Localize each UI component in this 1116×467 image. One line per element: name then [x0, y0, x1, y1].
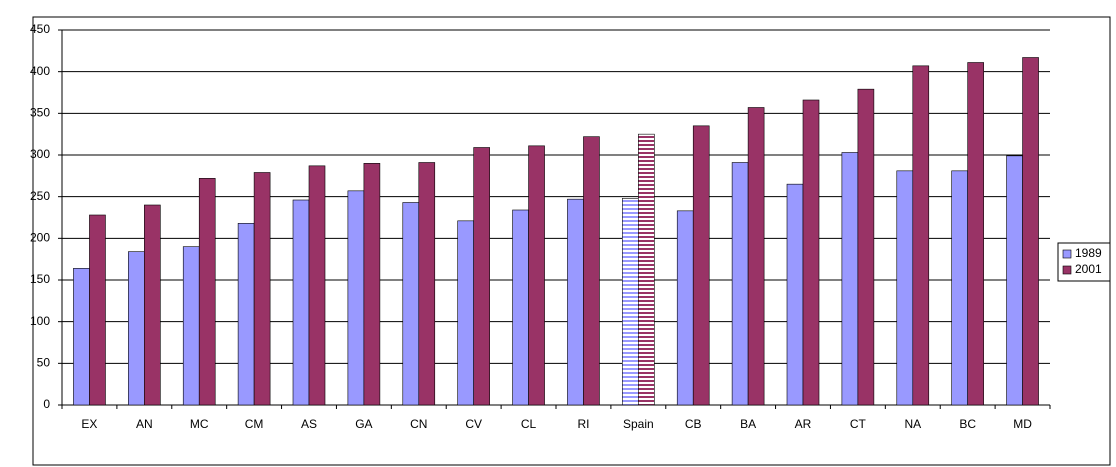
- x-tick-label: BA: [740, 417, 756, 431]
- bar: [802, 99, 820, 406]
- bar: [402, 202, 420, 406]
- bar: [841, 152, 859, 406]
- bar: [457, 220, 474, 406]
- x-tick-label: CM: [245, 417, 264, 431]
- y-tick-label: 350: [30, 106, 50, 120]
- bar: [144, 204, 161, 406]
- bar: [967, 62, 984, 406]
- bar: [128, 251, 145, 406]
- y-tick-label: 400: [30, 64, 50, 78]
- bar: [237, 223, 255, 406]
- bar: [731, 162, 749, 406]
- bar: [676, 210, 694, 406]
- y-tick-label: 0: [43, 397, 50, 411]
- x-tick-label: NA: [904, 417, 921, 431]
- bar: [622, 198, 639, 406]
- bar: [512, 209, 529, 406]
- bar: [182, 246, 200, 406]
- chart-frame: [32, 16, 1111, 466]
- x-tick-label: MD: [1013, 417, 1032, 431]
- y-tick-label: 300: [30, 147, 50, 161]
- bar: [308, 165, 326, 406]
- bar: [638, 133, 655, 406]
- bar: [363, 163, 381, 406]
- x-tick-label: BC: [959, 417, 976, 431]
- bar: [347, 190, 365, 406]
- legend-swatch: [1062, 265, 1072, 275]
- x-tick-label: RI: [577, 417, 589, 431]
- x-tick-label: EX: [81, 417, 97, 431]
- bar: [896, 170, 914, 406]
- bar: [73, 268, 90, 406]
- bar: [198, 178, 216, 406]
- x-tick-label: AN: [136, 417, 153, 431]
- x-tick-label: CL: [521, 417, 537, 431]
- bar: [89, 214, 106, 406]
- y-tick-label: 250: [30, 189, 50, 203]
- bar: [473, 147, 490, 406]
- legend-label: 1989: [1075, 246, 1102, 260]
- x-tick-label: CT: [850, 417, 867, 431]
- x-tick-label: MC: [190, 417, 209, 431]
- bar: [692, 125, 710, 406]
- x-tick-label: CB: [685, 417, 702, 431]
- bar: [528, 145, 545, 406]
- bar: [292, 199, 310, 406]
- bar: [583, 136, 600, 406]
- bar: [418, 162, 436, 406]
- bar: [857, 88, 875, 406]
- legend-box: [1057, 242, 1111, 282]
- legend-label: 2001: [1075, 262, 1102, 276]
- y-tick-label: 450: [30, 22, 50, 36]
- bar: [1006, 155, 1023, 406]
- bar: [747, 107, 765, 406]
- bar: [253, 172, 271, 406]
- x-tick-label: Spain: [623, 417, 654, 431]
- y-tick-label: 150: [30, 272, 50, 286]
- bar: [1022, 57, 1039, 406]
- x-tick-label: GA: [355, 417, 372, 431]
- bar: [951, 170, 968, 406]
- x-tick-label: CN: [410, 417, 427, 431]
- x-tick-label: CV: [465, 417, 482, 431]
- legend-swatch: [1062, 249, 1072, 259]
- bar: [786, 183, 804, 406]
- bar: [567, 198, 584, 406]
- x-tick-label: AR: [795, 417, 812, 431]
- y-tick-label: 200: [30, 231, 50, 245]
- y-tick-label: 100: [30, 314, 50, 328]
- y-tick-label: 50: [37, 356, 51, 370]
- bar: [912, 65, 930, 406]
- x-tick-label: AS: [301, 417, 317, 431]
